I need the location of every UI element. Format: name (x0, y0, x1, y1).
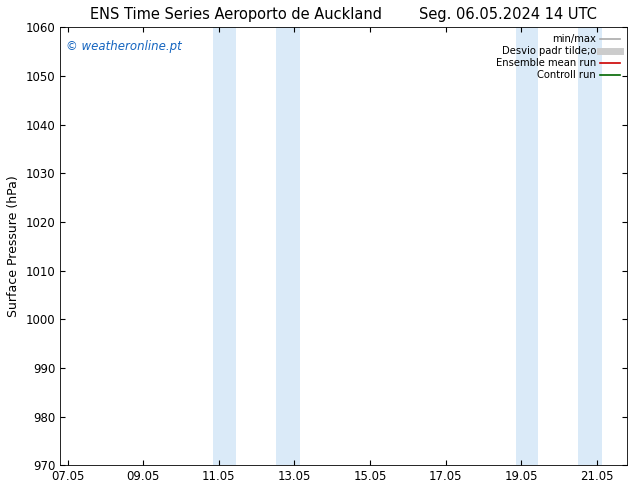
Legend: min/max, Desvio padr tilde;o, Ensemble mean run, Controll run: min/max, Desvio padr tilde;o, Ensemble m… (494, 32, 622, 82)
Bar (213, 27, 236, 465)
Bar (578, 27, 602, 465)
Bar (515, 27, 538, 465)
Title: ENS Time Series Aeroporto de Auckland        Seg. 06.05.2024 14 UTC: ENS Time Series Aeroporto de Auckland Se… (90, 7, 597, 22)
Text: © weatheronline.pt: © weatheronline.pt (66, 40, 181, 53)
Y-axis label: Surface Pressure (hPa): Surface Pressure (hPa) (7, 175, 20, 317)
Bar (276, 27, 300, 465)
